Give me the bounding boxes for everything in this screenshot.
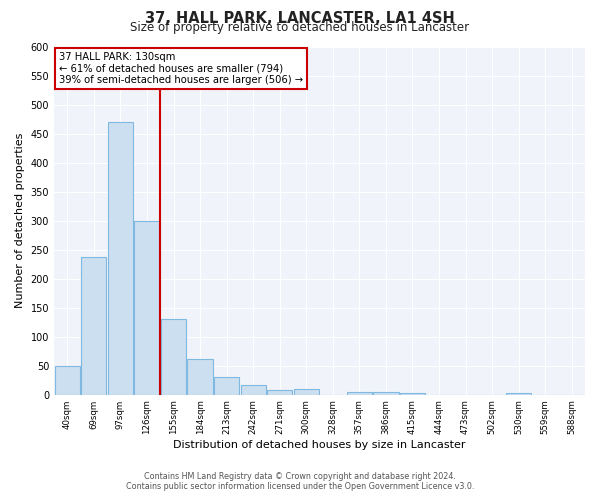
Bar	[55, 366, 80, 394]
Bar	[373, 392, 398, 394]
Text: 37, HALL PARK, LANCASTER, LA1 4SH: 37, HALL PARK, LANCASTER, LA1 4SH	[145, 11, 455, 26]
Bar	[161, 320, 186, 394]
Bar	[214, 378, 239, 394]
Bar	[347, 392, 372, 394]
Bar	[81, 256, 106, 394]
Bar	[400, 393, 425, 394]
Y-axis label: Number of detached properties: Number of detached properties	[15, 133, 25, 308]
Bar	[187, 358, 212, 394]
Bar	[241, 386, 266, 394]
Bar	[108, 122, 133, 394]
X-axis label: Distribution of detached houses by size in Lancaster: Distribution of detached houses by size …	[173, 440, 466, 450]
Text: Size of property relative to detached houses in Lancaster: Size of property relative to detached ho…	[130, 22, 470, 35]
Text: Contains HM Land Registry data © Crown copyright and database right 2024.
Contai: Contains HM Land Registry data © Crown c…	[126, 472, 474, 491]
Bar	[506, 393, 531, 394]
Bar	[267, 390, 292, 394]
Text: 37 HALL PARK: 130sqm
← 61% of detached houses are smaller (794)
39% of semi-deta: 37 HALL PARK: 130sqm ← 61% of detached h…	[59, 52, 304, 85]
Bar	[293, 389, 319, 394]
Bar	[134, 220, 160, 394]
